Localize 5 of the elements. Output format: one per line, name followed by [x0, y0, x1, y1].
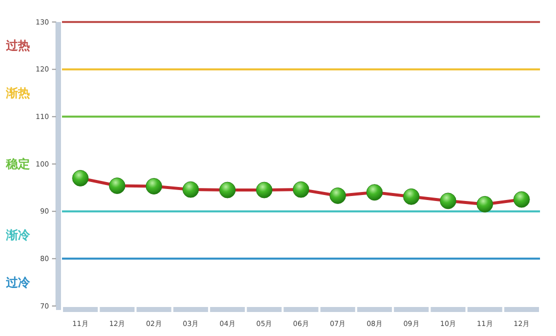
- text: 稳定: [5, 157, 30, 171]
- text: 过热: [5, 38, 30, 53]
- text: 渐热: [5, 86, 30, 100]
- text: 渐冷: [5, 228, 31, 242]
- text: 过冷: [5, 275, 31, 290]
